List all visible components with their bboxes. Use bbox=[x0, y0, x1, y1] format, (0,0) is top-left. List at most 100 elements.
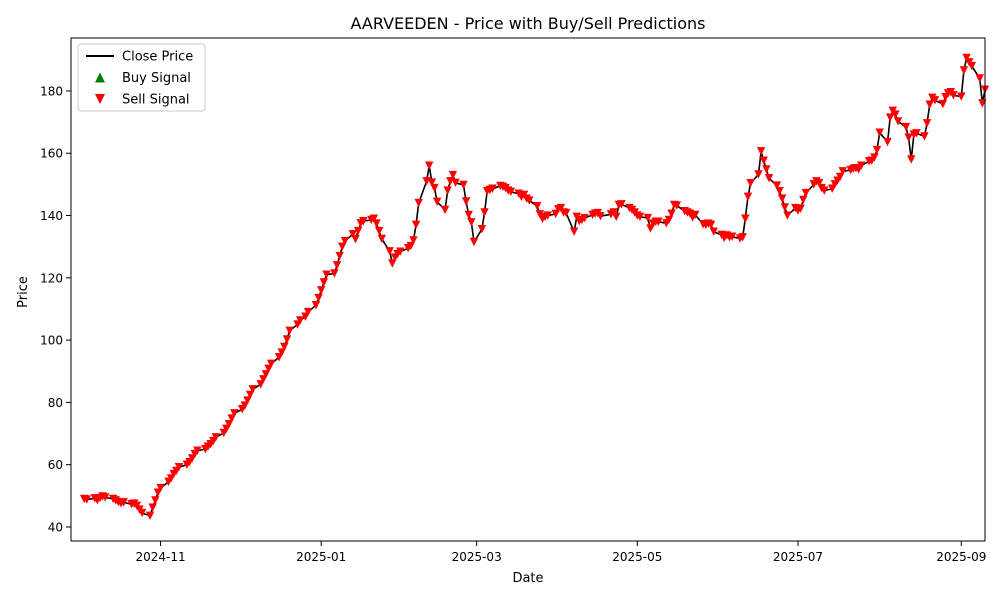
sell-signal-marker bbox=[411, 220, 421, 230]
sell-signal-marker bbox=[174, 462, 184, 472]
sell-signal-marker bbox=[762, 165, 771, 174]
x-tick-label: 2025-07 bbox=[773, 550, 823, 564]
sell-signal-marker bbox=[799, 195, 808, 205]
sell-signal-marker bbox=[266, 359, 276, 368]
sell-signal-marker bbox=[332, 261, 342, 270]
sell-signal-marker bbox=[506, 187, 516, 197]
sell-signal-marker bbox=[925, 100, 934, 109]
sell-signal-marker bbox=[359, 216, 368, 226]
sell-signal-marker bbox=[783, 211, 792, 220]
sell-signal-marker bbox=[883, 137, 892, 147]
sell-signal-marker bbox=[930, 96, 940, 105]
sell-signal-marker bbox=[285, 326, 294, 335]
sell-signal-marker bbox=[872, 145, 882, 155]
x-axis-label: Date bbox=[512, 571, 543, 586]
y-tick-label: 140 bbox=[40, 209, 63, 223]
sell-signal-marker bbox=[151, 496, 160, 505]
sell-signal-marker bbox=[635, 212, 645, 221]
sell-signal-marker bbox=[372, 219, 381, 228]
sell-signal-marker bbox=[617, 200, 626, 209]
sell-signal-marker bbox=[314, 293, 323, 303]
sell-signal-marker bbox=[756, 147, 766, 156]
sell-signal-marker bbox=[330, 269, 339, 278]
sell-signal-marker bbox=[709, 227, 718, 236]
sell-signal-marker bbox=[295, 316, 305, 325]
sell-signal-marker bbox=[427, 178, 437, 187]
sell-signal-marker bbox=[443, 186, 452, 195]
sell-signal-marker bbox=[738, 233, 747, 242]
sell-signal-marker bbox=[920, 132, 929, 141]
y-tick-label: 80 bbox=[48, 396, 63, 410]
sell-signal-marker bbox=[340, 236, 350, 246]
sell-signal-marker bbox=[891, 110, 900, 119]
sell-signal-marker bbox=[957, 92, 966, 101]
sell-signal-marker bbox=[480, 208, 489, 217]
sell-signal-marker bbox=[801, 188, 811, 198]
sell-signal-marker bbox=[556, 203, 566, 213]
y-tick-label: 100 bbox=[40, 334, 63, 348]
chart-title: AARVEEDEN - Price with Buy/Sell Predicti… bbox=[350, 14, 705, 33]
sell-signal-marker bbox=[572, 212, 581, 221]
sell-signal-marker bbox=[409, 236, 418, 245]
sell-signal-marker bbox=[369, 214, 379, 223]
sell-signal-marker bbox=[464, 210, 473, 220]
sell-signal-marker bbox=[156, 483, 165, 493]
sell-signal-marker bbox=[335, 251, 344, 261]
sell-signal-marker bbox=[319, 278, 329, 287]
legend: Close Price Buy Signal Sell Signal bbox=[77, 43, 206, 112]
x-tick-label: 2024-11 bbox=[135, 550, 185, 564]
sell-signal-marker bbox=[975, 74, 984, 83]
sell-signal-marker bbox=[743, 192, 753, 202]
sell-signal-marker bbox=[691, 210, 700, 220]
sell-signal-marker bbox=[533, 201, 542, 211]
sell-signal-marker bbox=[461, 197, 471, 206]
sell-signal-marker bbox=[820, 186, 829, 195]
legend-label: Close Price bbox=[122, 50, 193, 65]
plot-frame bbox=[70, 37, 986, 542]
sell-signal-marker bbox=[351, 235, 360, 244]
sell-signal-marker bbox=[348, 230, 358, 239]
sell-signal-marker bbox=[643, 213, 653, 223]
sell-signal-marker bbox=[922, 119, 932, 128]
sell-signal-marker bbox=[777, 194, 787, 203]
sell-signal-marker bbox=[119, 498, 128, 507]
sell-signal-marker bbox=[654, 217, 663, 226]
sell-signal-marker bbox=[978, 99, 987, 108]
legend-label: Sell Signal bbox=[122, 93, 190, 108]
axes: 2024-11 2025-01 2025-03 2025-05 2025-07 2025-… bbox=[40, 37, 986, 564]
sell-signal-marker bbox=[525, 196, 534, 205]
sell-signal-marker bbox=[772, 181, 782, 190]
y-tick-label: 160 bbox=[40, 147, 63, 161]
sell-signal-marker bbox=[477, 225, 487, 234]
sell-signal-marker bbox=[227, 414, 236, 423]
sell-signal-marker bbox=[569, 227, 579, 236]
sell-signal-marker bbox=[430, 183, 439, 193]
sell-signal-marker bbox=[459, 180, 468, 190]
sell-signal-marker bbox=[904, 133, 913, 142]
sell-signal-marker bbox=[664, 215, 674, 225]
sell-signal-marker bbox=[396, 247, 405, 256]
sell-signal-marker bbox=[282, 335, 292, 344]
x-tick-label: 2025-03 bbox=[452, 550, 502, 564]
y-tick-label: 40 bbox=[48, 520, 63, 534]
sell-signal-marker bbox=[467, 218, 476, 227]
sell-signal-marker bbox=[938, 99, 948, 109]
sell-signal-marker bbox=[796, 204, 805, 213]
sell-signal-marker bbox=[759, 156, 768, 165]
sell-signal-marker bbox=[211, 433, 221, 442]
sell-signal-marker bbox=[949, 91, 958, 100]
sell-signal-marker bbox=[857, 161, 866, 170]
y-axis-label: Price bbox=[16, 276, 31, 308]
sell-signal-marker bbox=[230, 409, 239, 418]
sell-signal-marker bbox=[338, 242, 347, 251]
sell-signal-marker bbox=[277, 348, 286, 357]
x-tick-label: 2025-05 bbox=[612, 550, 662, 564]
sell-signal-marker bbox=[440, 205, 450, 215]
sell-signal-marker bbox=[193, 446, 202, 455]
sell-signal-marker bbox=[667, 209, 676, 218]
sell-signal-marker bbox=[488, 184, 497, 193]
sell-signal-marker bbox=[535, 210, 545, 219]
sell-signal-marker bbox=[388, 259, 397, 268]
